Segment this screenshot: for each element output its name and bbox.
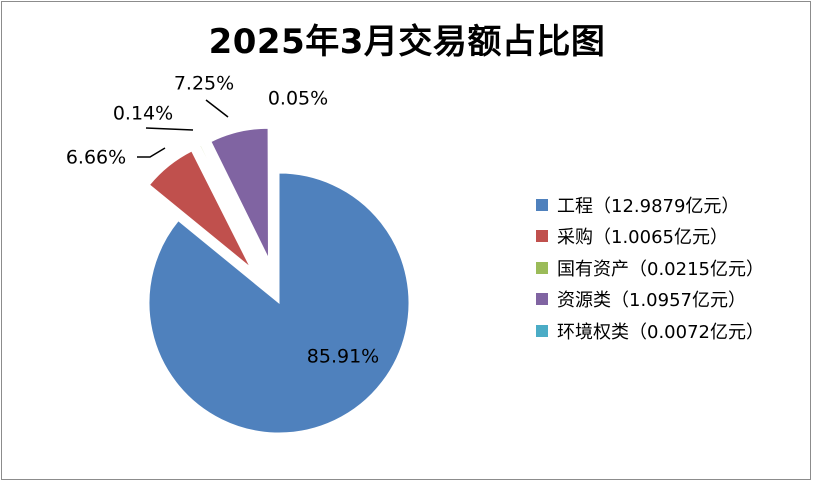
leader-line-caigou — [137, 147, 166, 158]
legend-item-huanjingquanlei: 环境权类（0.0072亿元） — [536, 315, 764, 347]
pie-slice-ziyuanlei — [210, 127, 269, 259]
legend-swatch-huanjingquanlei — [536, 324, 548, 337]
legend-label-ziyuanlei: 资源类（1.0957亿元） — [557, 290, 746, 312]
pie-slice-guoyouzichan — [199, 144, 259, 263]
legend-label-huanjingquanlei: 环境权类（0.0072亿元） — [557, 321, 764, 343]
data-label-huanjingquanlei: 0.05% — [268, 88, 328, 110]
data-label-caigou: 6.66% — [66, 147, 126, 169]
legend-item-guoyouzichan: 国有资产（0.0215亿元） — [536, 252, 764, 284]
leader-line-ziyuanlei — [205, 99, 229, 118]
legend-item-ziyuanlei: 资源类（1.0957亿元） — [536, 284, 764, 316]
legend-swatch-guoyouzichan — [536, 261, 548, 274]
data-label-gongcheng: 85.91% — [307, 346, 379, 368]
legend-item-gongcheng: 工程（12.9879亿元） — [536, 189, 764, 221]
legend-swatch-gongcheng — [536, 198, 548, 211]
legend-item-caigou: 采购（1.0065亿元） — [536, 221, 764, 253]
legend-label-guoyouzichan: 国有资产（0.0215亿元） — [557, 258, 764, 280]
legend: 工程（12.9879亿元） 采购（1.0065亿元） 国有资产（0.0215亿元… — [536, 189, 764, 347]
leader-line-guoyouzichan — [145, 127, 194, 131]
legend-swatch-caigou — [536, 230, 548, 243]
chart-title: 2025年3月交易额占比图 — [208, 22, 606, 62]
data-label-ziyuanlei: 7.25% — [174, 73, 234, 95]
data-label-guoyouzichan: 0.14% — [113, 103, 173, 125]
pie-slice-caigou — [148, 150, 251, 268]
legend-label-caigou: 采购（1.0065亿元） — [557, 227, 728, 249]
pie-slice-gongcheng — [148, 172, 410, 434]
legend-label-gongcheng: 工程（12.9879亿元） — [557, 195, 740, 217]
legend-swatch-ziyuanlei — [536, 293, 548, 306]
